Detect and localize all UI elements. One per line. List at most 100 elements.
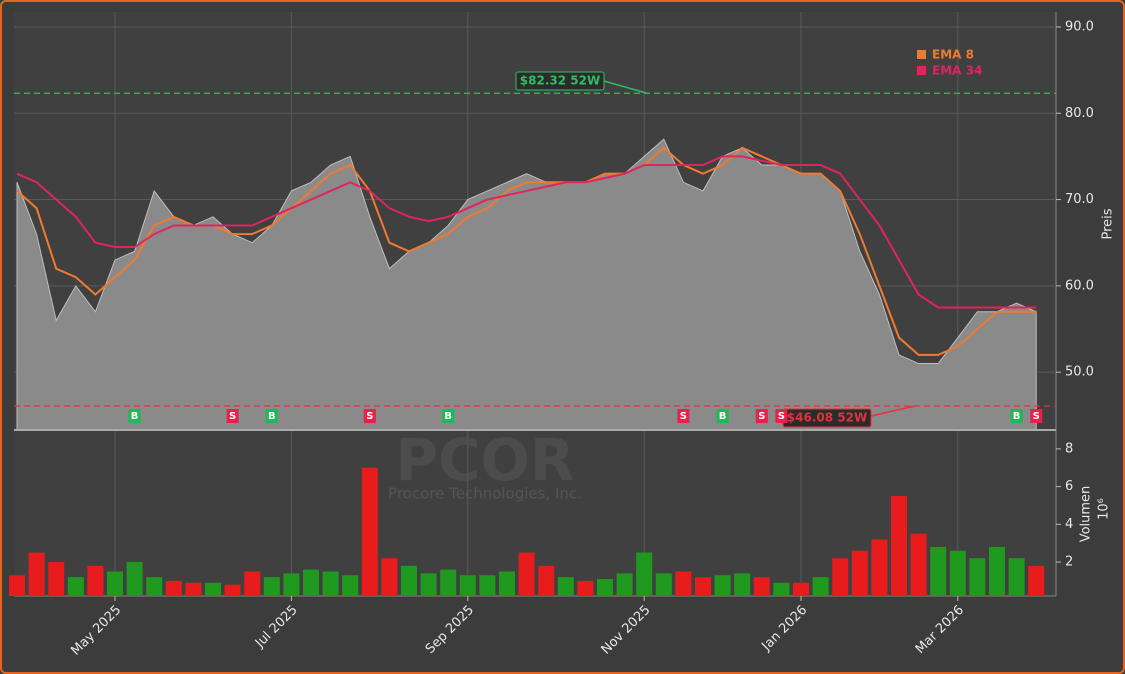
volume-bar xyxy=(48,562,65,596)
volume-bar xyxy=(361,467,378,596)
volume-bar xyxy=(871,539,888,596)
volume-bar xyxy=(146,577,163,596)
volume-bar xyxy=(851,550,868,596)
volume-bar xyxy=(812,577,829,596)
volume-bar xyxy=(675,571,692,596)
volume-bar xyxy=(577,580,594,596)
volume-bar xyxy=(518,552,535,596)
signal-label: S xyxy=(366,411,373,422)
signal-marker xyxy=(1010,409,1023,423)
volume-bar xyxy=(87,565,104,596)
volume-bar xyxy=(989,546,1005,596)
signal-label: S xyxy=(680,411,687,422)
signal-label: S xyxy=(229,411,236,422)
volume-bar xyxy=(479,575,496,596)
volume-bar xyxy=(773,582,790,596)
low-arrow xyxy=(870,405,916,417)
volume-bar xyxy=(244,571,261,596)
y-tick-label: 6 xyxy=(1065,479,1073,494)
legend-label: EMA 34 xyxy=(932,64,982,78)
signal-marker xyxy=(265,409,278,423)
volume-bar xyxy=(499,571,515,596)
volume-bar xyxy=(107,571,123,596)
x-tick-label: Sep 2025 xyxy=(423,603,477,657)
volume-bar xyxy=(185,582,202,596)
y-tick-label: 50.0 xyxy=(1065,365,1094,380)
volume-bar xyxy=(655,573,672,596)
volume-bar xyxy=(459,575,476,596)
y-axis-title: Volumen xyxy=(1079,486,1094,543)
signal-marker xyxy=(363,409,376,423)
watermark: Procore Technologies, Inc. xyxy=(388,485,582,503)
signal-label: S xyxy=(778,411,785,422)
volume-bar xyxy=(538,565,555,596)
volume-bar xyxy=(910,533,927,596)
y-tick-label: 2 xyxy=(1065,555,1073,570)
x-tick-label: Jul 2025 xyxy=(252,603,301,652)
volume-bar xyxy=(557,577,574,596)
signal-marker xyxy=(755,409,768,423)
volume-bar xyxy=(303,569,319,596)
volume-bar xyxy=(440,569,457,596)
signal-marker xyxy=(677,409,690,423)
volume-bar xyxy=(165,580,182,596)
y-tick-label: 8 xyxy=(1065,441,1073,456)
signal-marker xyxy=(442,409,455,423)
volume-bar xyxy=(891,496,907,596)
legend-label: EMA 8 xyxy=(932,48,974,62)
y-tick-label: 70.0 xyxy=(1065,192,1094,207)
high-label: $82.32 52W xyxy=(520,74,600,88)
volume-bar xyxy=(1008,558,1025,596)
signal-label: S xyxy=(1033,411,1040,422)
volume-bar xyxy=(930,546,947,596)
volume-bar xyxy=(714,575,731,596)
signal-label: B xyxy=(719,411,727,422)
volume-bar xyxy=(9,575,25,596)
legend-swatch xyxy=(917,50,926,59)
volume-bar xyxy=(832,558,849,596)
volume-bar xyxy=(342,575,359,596)
volume-bar xyxy=(322,571,339,596)
volume-bar xyxy=(401,565,417,596)
volume-bar xyxy=(263,577,280,596)
volume-bar xyxy=(636,552,653,596)
signal-marker xyxy=(716,409,729,423)
x-tick-label: Jan 2026 xyxy=(758,603,810,655)
signal-marker xyxy=(1030,409,1043,423)
volume-bar xyxy=(381,558,398,596)
volume-bar xyxy=(28,552,45,596)
y-axis-title: Preis xyxy=(1101,208,1116,239)
y-tick-label: 4 xyxy=(1065,517,1073,532)
volume-bar xyxy=(1028,565,1045,596)
signal-label: B xyxy=(1013,411,1021,422)
signal-marker xyxy=(775,409,788,423)
x-tick-label: Nov 2025 xyxy=(599,603,654,658)
volume-bar xyxy=(224,584,241,596)
volume-bar xyxy=(695,577,711,596)
signal-marker xyxy=(128,409,141,423)
y-tick-label: 60.0 xyxy=(1065,278,1094,293)
ema-line xyxy=(16,155,1037,309)
low-label: $46.08 52W xyxy=(787,411,867,425)
high-arrow xyxy=(603,80,648,94)
volume-bar xyxy=(793,582,809,596)
volume-bar xyxy=(283,573,300,596)
volume-bar xyxy=(597,579,613,596)
signal-marker xyxy=(226,409,239,423)
legend-swatch xyxy=(917,66,926,75)
watermark: PCOR xyxy=(395,426,574,494)
volume-bar xyxy=(734,573,751,596)
y-tick-label: 90.0 xyxy=(1065,19,1094,34)
signal-label: S xyxy=(758,411,765,422)
y-tick-label: 80.0 xyxy=(1065,106,1094,121)
volume-bar xyxy=(205,582,221,596)
signal-label: B xyxy=(268,411,276,422)
volume-bar xyxy=(753,577,770,596)
ema-line xyxy=(16,146,1037,356)
signal-label: B xyxy=(131,411,139,422)
x-tick-label: May 2025 xyxy=(68,603,124,659)
volume-bar xyxy=(969,558,986,596)
signal-label: B xyxy=(444,411,452,422)
